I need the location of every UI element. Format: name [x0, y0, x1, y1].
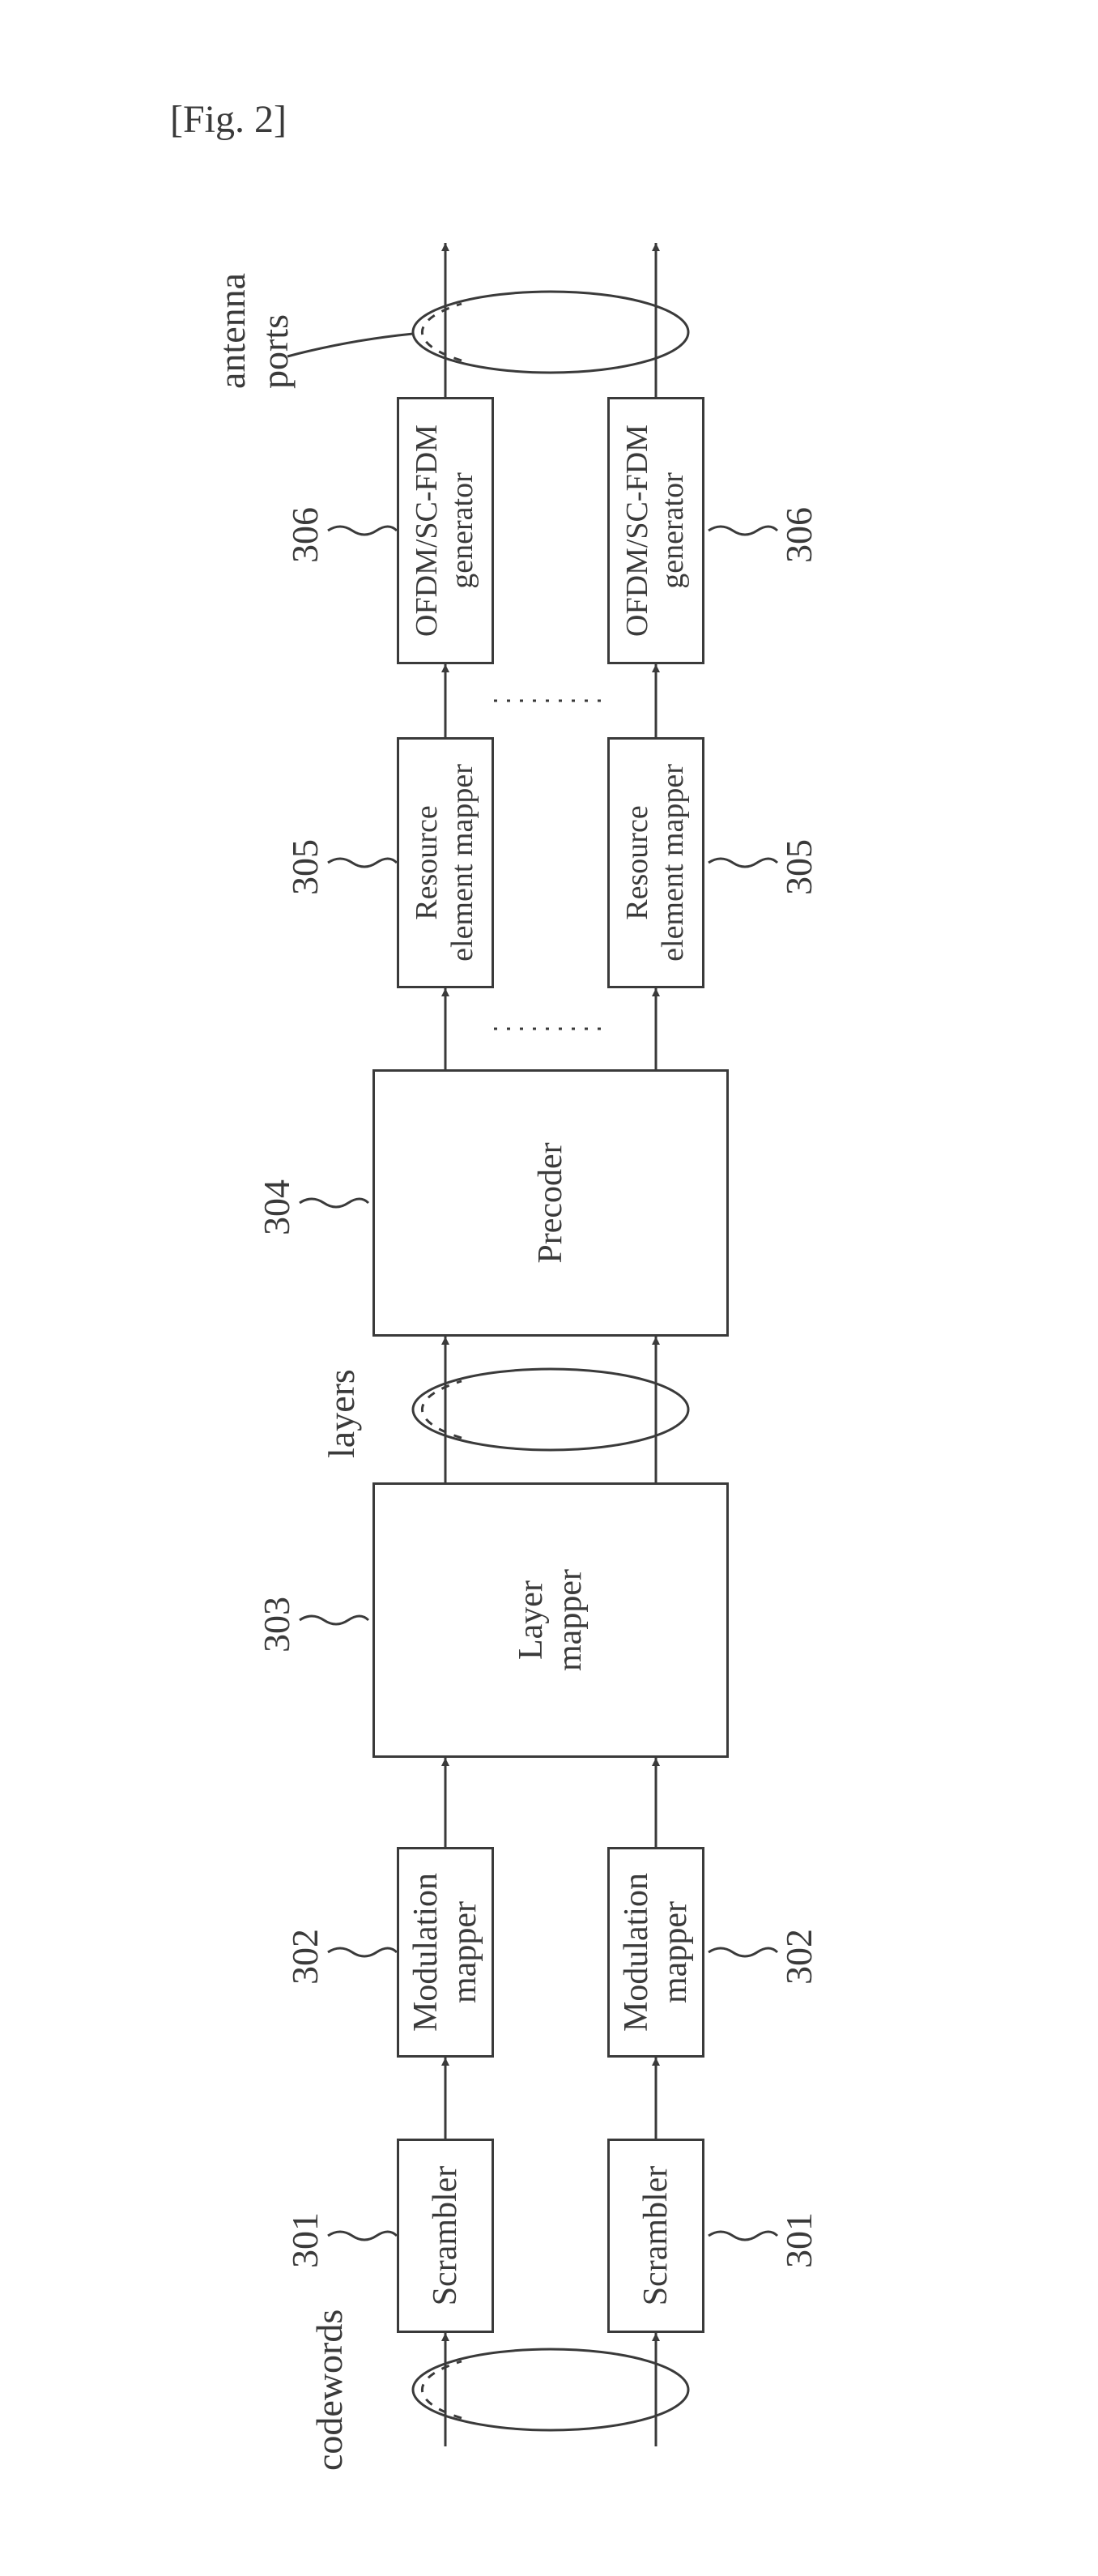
resource-element-mapper-label: Resource element mapper	[620, 764, 691, 962]
ref-302-top: 302	[283, 1929, 326, 1985]
ofdm-generator-label: OFDM/SC-FDM generator	[410, 424, 480, 637]
layer-mapper-label: Layer mapper	[512, 1569, 590, 1671]
resource-element-mapper-block-top: Resource element mapper	[397, 737, 494, 988]
ofdm-generator-block-bottom: OFDM/SC-FDM generator	[607, 397, 704, 664]
scrambler-label: Scrambler	[426, 2166, 465, 2306]
modulation-mapper-label: Modulation mapper	[617, 1873, 696, 2032]
ref-306-top: 306	[283, 507, 326, 563]
precoder-label: Precoder	[531, 1142, 570, 1263]
antenna-ports-annotation: antenna ports	[211, 273, 296, 389]
ref-304: 304	[255, 1179, 298, 1235]
ref-301-top: 301	[283, 2212, 326, 2268]
scrambler-label: Scrambler	[636, 2166, 675, 2306]
ofdm-generator-block-top: OFDM/SC-FDM generator	[397, 397, 494, 664]
scrambler-block-top: Scrambler	[397, 2139, 494, 2333]
ref-305-bottom: 305	[777, 839, 820, 895]
modulation-mapper-block-bottom: Modulation mapper	[607, 1847, 704, 2058]
figure-label: [Fig. 2]	[170, 97, 287, 142]
layers-annotation: layers	[320, 1369, 363, 1458]
ref-305-top: 305	[283, 839, 326, 895]
resource-element-mapper-block-bottom: Resource element mapper	[607, 737, 704, 988]
ref-306-bottom: 306	[777, 507, 820, 563]
modulation-mapper-block-top: Modulation mapper	[397, 1847, 494, 2058]
ref-302-bottom: 302	[777, 1929, 820, 1985]
resource-element-mapper-label: Resource element mapper	[410, 764, 480, 962]
modulation-mapper-label: Modulation mapper	[406, 1873, 485, 2032]
ref-301-bottom: 301	[777, 2212, 820, 2268]
layer-mapper-block: Layer mapper	[372, 1482, 729, 1758]
ref-303: 303	[255, 1597, 298, 1653]
ofdm-generator-label: OFDM/SC-FDM generator	[620, 424, 691, 637]
scrambler-block-bottom: Scrambler	[607, 2139, 704, 2333]
precoder-block: Precoder	[372, 1069, 729, 1337]
codewords-annotation: codewords	[308, 2309, 351, 2471]
